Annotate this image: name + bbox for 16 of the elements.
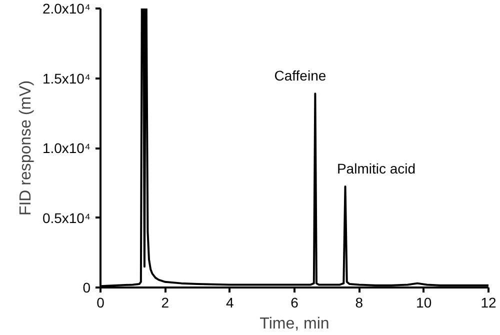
y-axis-title: FID response (mV) (17, 80, 34, 216)
x-tick-label: 4 (226, 294, 234, 310)
y-tick-label: 0 (82, 280, 91, 296)
x-tick-label: 2 (161, 294, 170, 310)
annotation: Caffeine (274, 68, 326, 84)
y-tick-label: 2.0x10⁴ (42, 0, 91, 16)
x-tick-label: 10 (416, 294, 432, 310)
x-tick-label: 0 (96, 294, 105, 310)
x-axis-title: Time, min (260, 316, 330, 332)
x-tick-label: 6 (290, 294, 299, 310)
x-tick-label: 12 (480, 294, 496, 310)
y-tick-label: 1.0x10⁴ (42, 140, 91, 156)
x-tick-label: 8 (355, 294, 364, 310)
y-tick-label: 1.5x10⁴ (42, 70, 91, 86)
y-tick-label: 0.5x10⁴ (42, 210, 91, 226)
annotation: Palmitic acid (336, 160, 416, 176)
